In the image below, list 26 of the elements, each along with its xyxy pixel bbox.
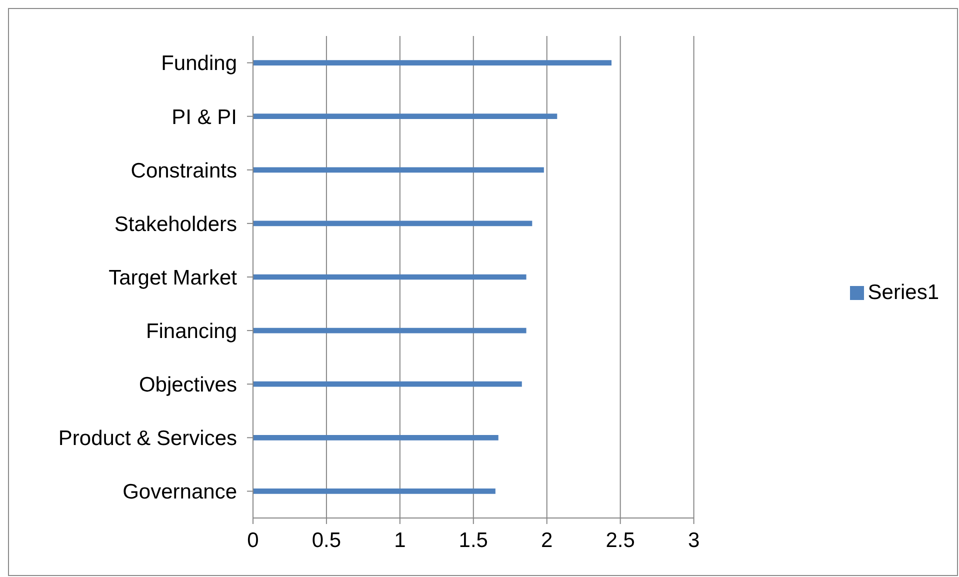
legend-label: Series1	[868, 280, 939, 304]
x-tick-label: 0.5	[312, 528, 342, 552]
y-tick-label: Governance	[122, 480, 237, 504]
bar	[253, 274, 526, 280]
bar	[253, 114, 558, 120]
y-tick-label: Target Market	[108, 266, 238, 290]
y-tick-label: Financing	[146, 320, 237, 344]
bar	[253, 434, 498, 440]
bar	[253, 488, 496, 494]
y-tick-label: Product & Services	[58, 427, 237, 450]
y-tick-label: Funding	[161, 52, 237, 76]
y-tick-label: Constraints	[130, 159, 237, 182]
x-tick-label: 1.5	[458, 528, 488, 552]
x-tick-label: 2.5	[606, 528, 635, 552]
bar	[253, 60, 612, 66]
y-tick-label: Stakeholders	[114, 212, 237, 236]
bar	[253, 381, 522, 387]
x-tick-label: 1	[394, 528, 406, 552]
x-tick-label: 0	[247, 528, 259, 552]
y-tick-label: PI & PI	[172, 106, 237, 129]
x-tick-label: 3	[688, 528, 700, 552]
x-tick-label: 2	[541, 528, 553, 552]
bar	[253, 220, 532, 226]
bar	[253, 328, 526, 334]
y-tick-label: Objectives	[138, 374, 237, 397]
bar	[253, 167, 544, 173]
